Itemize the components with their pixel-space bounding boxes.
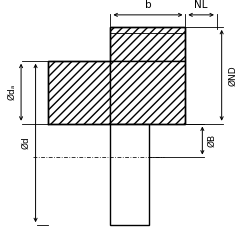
Text: Ødₐ: Ødₐ	[7, 84, 16, 100]
Text: ØB: ØB	[208, 134, 216, 147]
Polygon shape	[110, 124, 149, 225]
Text: Ød: Ød	[22, 136, 30, 149]
Polygon shape	[110, 27, 186, 61]
Text: b: b	[145, 0, 151, 10]
Text: NL: NL	[194, 0, 208, 10]
Text: ØND: ØND	[228, 65, 237, 86]
Polygon shape	[48, 61, 110, 124]
Polygon shape	[110, 61, 186, 124]
